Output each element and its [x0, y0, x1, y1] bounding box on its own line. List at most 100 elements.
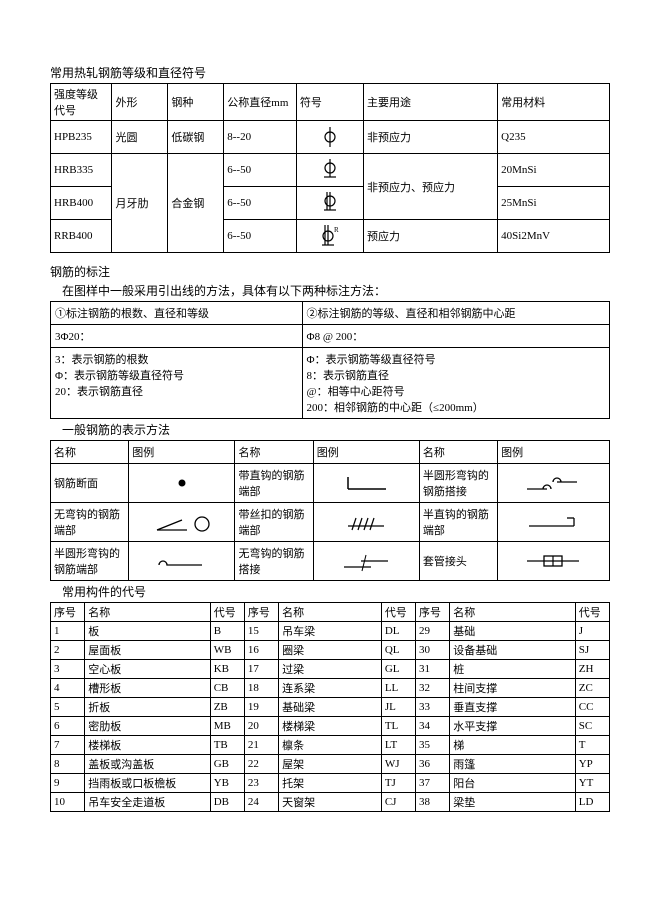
t4-cell: YP — [575, 755, 609, 774]
t4-cell: 9 — [51, 774, 85, 793]
t4-cell: 桩 — [450, 660, 575, 679]
t1-use: 非预应力、预应力 — [364, 154, 498, 220]
t4-cell: YB — [210, 774, 244, 793]
t1-sym — [296, 154, 363, 187]
t4-cell: 18 — [244, 679, 278, 698]
t4-cell: 楼梯梁 — [279, 717, 382, 736]
t4-cell: TB — [210, 736, 244, 755]
t2-d1: 3：表示钢筋的根数 Φ：表示钢筋等级直径符号 20：表示钢筋直径 — [51, 348, 303, 419]
t4-cell: GB — [210, 755, 244, 774]
svg-text:R: R — [334, 226, 339, 234]
t4-cell: 31 — [416, 660, 450, 679]
t4-cell: 10 — [51, 793, 85, 812]
t2-line: 20：表示钢筋直径 — [55, 383, 298, 399]
t4-cell: 吊车安全走道板 — [85, 793, 210, 812]
t4-h: 代号 — [381, 603, 415, 622]
t1-type: 合金钢 — [168, 154, 224, 253]
t1-h2: 钢种 — [168, 84, 224, 121]
t4-cell: 盖板或沟盖板 — [85, 755, 210, 774]
t1-mat: 25MnSi — [498, 187, 610, 220]
t4-cell: 36 — [416, 755, 450, 774]
t1-sym — [296, 121, 363, 154]
t4-cell: ZB — [210, 698, 244, 717]
t4-cell: QL — [381, 641, 415, 660]
t4-cell: 折板 — [85, 698, 210, 717]
t4-cell: 33 — [416, 698, 450, 717]
t4-h: 名称 — [450, 603, 575, 622]
t3-n: 带直钩的钢筋端部 — [235, 464, 313, 503]
section4-title: 常用构件的代号 — [50, 583, 610, 600]
t4-cell: 34 — [416, 717, 450, 736]
section1-title: 常用热轧钢筋等级和直径符号 — [50, 64, 610, 81]
t1-mat: Q235 — [498, 121, 610, 154]
t1-use: 预应力 — [364, 220, 498, 253]
t4-cell: 槽形板 — [85, 679, 210, 698]
t4-cell: YT — [575, 774, 609, 793]
t4-cell: 21 — [244, 736, 278, 755]
t3-sym — [313, 464, 419, 503]
t4-cell: 29 — [416, 622, 450, 641]
t4-cell: 板 — [85, 622, 210, 641]
t4-cell: KB — [210, 660, 244, 679]
t3-n: 无弯钩的钢筋端部 — [51, 503, 129, 542]
t4-cell: 空心板 — [85, 660, 210, 679]
t2-line: Φ：表示钢筋等级直径符号 — [55, 367, 298, 383]
t1-h3: 公称直径mm — [224, 84, 297, 121]
t4-cell: 密肋板 — [85, 717, 210, 736]
t1-dia: 6--50 — [224, 187, 297, 220]
t1-shape: 月牙肋 — [112, 154, 168, 253]
t4-cell: LD — [575, 793, 609, 812]
table-codes: 序号 名称 代号 序号 名称 代号 序号 名称 代号 1板B15吊车梁DL29基… — [50, 602, 610, 812]
t2-line: @：相等中心距符号 — [307, 383, 605, 399]
t3-h: 图例 — [498, 441, 610, 464]
t4-cell: WB — [210, 641, 244, 660]
t4-cell: ZH — [575, 660, 609, 679]
t1-mat: 20MnSi — [498, 154, 610, 187]
t4-cell: JL — [381, 698, 415, 717]
t3-n: 半直钩的钢筋端部 — [419, 503, 497, 542]
t3-n: 带丝扣的钢筋端部 — [235, 503, 313, 542]
t4-h: 名称 — [85, 603, 210, 622]
t4-cell: 37 — [416, 774, 450, 793]
t4-cell: 阳台 — [450, 774, 575, 793]
t4-cell: 5 — [51, 698, 85, 717]
t4-cell: 30 — [416, 641, 450, 660]
t4-cell: 垂直支撑 — [450, 698, 575, 717]
t1-shape: 光圆 — [112, 121, 168, 154]
t3-sym — [498, 464, 610, 503]
t3-sym — [498, 503, 610, 542]
t4-cell: 23 — [244, 774, 278, 793]
table-representation: 名称 图例 名称 图例 名称 图例 钢筋断面 带直钩的钢筋端部 半圆形弯钩的钢筋… — [50, 440, 610, 581]
t1-h1: 外形 — [112, 84, 168, 121]
t4-cell: CB — [210, 679, 244, 698]
t1-h4: 符号 — [296, 84, 363, 121]
t4-cell: 3 — [51, 660, 85, 679]
t4-h: 序号 — [244, 603, 278, 622]
t4-cell: 托架 — [279, 774, 382, 793]
t4-cell: 圈梁 — [279, 641, 382, 660]
t3-n: 套管接头 — [419, 542, 497, 581]
t3-sym — [129, 542, 235, 581]
t3-h: 名称 — [419, 441, 497, 464]
t4-cell: DB — [210, 793, 244, 812]
t4-h: 序号 — [51, 603, 85, 622]
t4-cell: 8 — [51, 755, 85, 774]
t3-n: 无弯钩的钢筋搭接 — [235, 542, 313, 581]
t4-cell: MB — [210, 717, 244, 736]
t4-cell: 梁垫 — [450, 793, 575, 812]
t1-h0: 强度等级代号 — [51, 84, 112, 121]
t4-cell: SJ — [575, 641, 609, 660]
t4-cell: 天窗架 — [279, 793, 382, 812]
t4-cell: 过梁 — [279, 660, 382, 679]
t1-code: HPB235 — [51, 121, 112, 154]
t1-dia: 6--50 — [224, 154, 297, 187]
t4-cell: ZC — [575, 679, 609, 698]
t4-cell: B — [210, 622, 244, 641]
t3-sym — [129, 503, 235, 542]
t3-sym — [313, 503, 419, 542]
t4-cell: 15 — [244, 622, 278, 641]
t4-cell: LT — [381, 736, 415, 755]
t3-h: 名称 — [235, 441, 313, 464]
t2-line: 8：表示钢筋直径 — [307, 367, 605, 383]
t4-cell: CC — [575, 698, 609, 717]
